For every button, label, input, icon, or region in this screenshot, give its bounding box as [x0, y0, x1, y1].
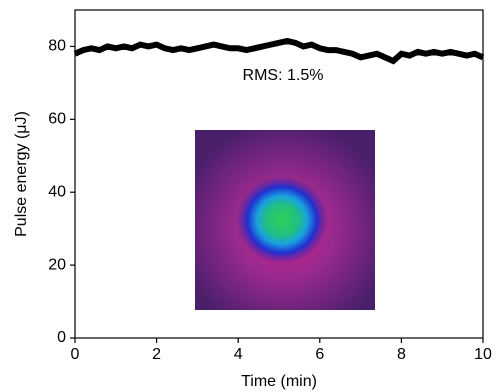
x-tick-label: 6: [315, 346, 324, 363]
y-tick-label: 40: [48, 183, 66, 200]
chart: RMS: 1.5% Time (min) Pulse energy (μJ) 0…: [0, 0, 500, 392]
x-tick-label: 2: [152, 346, 161, 363]
y-tick-label: 80: [48, 38, 66, 55]
y-tick-label: 60: [48, 111, 66, 128]
x-tick-label: 0: [71, 346, 80, 363]
x-tick-label: 10: [474, 346, 492, 363]
y-tick-label: 0: [57, 329, 66, 346]
annotation: RMS: 1.5%: [243, 67, 324, 84]
beam-profile-inset: [195, 130, 375, 310]
x-tick-label: 8: [397, 346, 406, 363]
y-axis-label: Pulse energy (μJ): [13, 111, 30, 237]
data-line: [75, 41, 483, 61]
x-axis-label: Time (min): [241, 373, 317, 390]
y-tick-label: 20: [48, 256, 66, 273]
x-tick-label: 4: [234, 346, 243, 363]
